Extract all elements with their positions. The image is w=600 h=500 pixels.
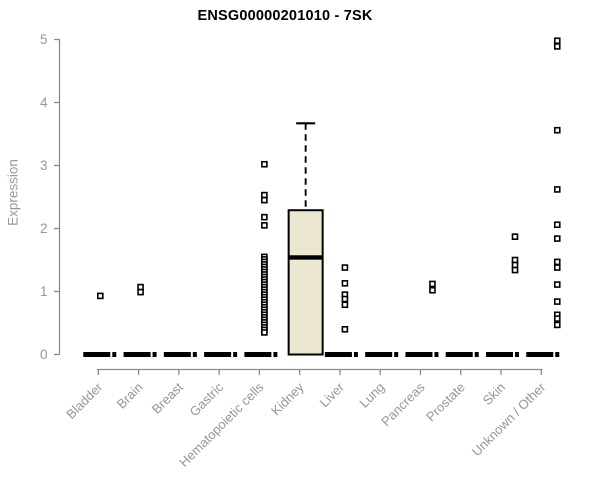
zero-median-dash <box>353 352 358 357</box>
y-tick-label: 2 <box>40 221 48 236</box>
box <box>287 209 324 356</box>
data-point <box>261 329 268 336</box>
data-point <box>553 264 561 271</box>
zero-median-dash <box>192 352 197 357</box>
zero-median-dash <box>112 352 117 357</box>
zero-median-bar <box>526 352 554 357</box>
x-tick-label: Pancreas <box>378 379 428 429</box>
zero-median-bar <box>83 352 111 357</box>
zero-median-dash <box>555 352 560 357</box>
x-tick-label: Lung <box>356 380 387 411</box>
chart-title: ENSG00000201010 - 7SK <box>197 8 373 24</box>
box-median-line <box>288 255 323 260</box>
data-point <box>97 292 104 300</box>
zero-median-bar <box>486 352 513 357</box>
data-point <box>511 266 519 274</box>
y-tick-label: 5 <box>40 32 48 47</box>
data-point <box>553 281 561 288</box>
x-tick-label: Unknown / Other <box>469 379 549 459</box>
zero-median-bar <box>163 352 191 357</box>
data-point <box>341 264 349 271</box>
x-tick-label: Liver <box>317 379 348 410</box>
data-point <box>341 301 349 309</box>
data-point <box>261 213 268 221</box>
data-point <box>261 222 268 229</box>
data-point <box>553 126 561 134</box>
data-point <box>553 315 561 322</box>
data-point <box>553 221 561 229</box>
data-point <box>553 298 561 305</box>
data-point <box>261 160 268 168</box>
zero-median-bar <box>445 352 473 357</box>
data-point <box>341 280 349 287</box>
data-point <box>261 196 268 204</box>
data-point <box>553 43 561 50</box>
data-point <box>553 321 561 329</box>
data-point <box>553 258 561 266</box>
data-point <box>553 37 561 45</box>
x-tick-label: Prostate <box>423 380 468 425</box>
data-point <box>553 186 561 193</box>
x-tick-label: Breast <box>149 379 186 416</box>
x-tick-label: Brain <box>114 380 146 412</box>
data-point <box>341 325 349 333</box>
zero-median-bar <box>204 352 232 357</box>
zero-median-dash <box>474 352 479 357</box>
y-tick-label: 4 <box>40 95 48 110</box>
zero-median-dash <box>152 352 157 357</box>
zero-median-bar <box>405 352 433 357</box>
zero-median-dash <box>515 352 519 357</box>
y-tick-label: 3 <box>40 158 48 173</box>
data-point <box>553 235 561 242</box>
data-point <box>341 295 349 303</box>
data-point <box>429 286 436 294</box>
y-tick-label: 0 <box>40 347 48 362</box>
zero-median-dash <box>394 352 399 357</box>
zero-median-dash <box>233 352 238 357</box>
zero-median-bar <box>244 352 272 357</box>
data-point <box>511 233 519 240</box>
zero-median-bar <box>123 352 151 357</box>
x-tick-label: Skin <box>480 380 508 408</box>
x-tick-label: Kidney <box>268 379 307 418</box>
y-tick-label: 1 <box>40 284 48 299</box>
x-tick-label: Bladder <box>63 379 106 422</box>
data-point <box>429 280 436 288</box>
data-point <box>137 288 144 296</box>
zero-median-bar <box>365 352 393 357</box>
zero-median-dash <box>434 352 439 357</box>
zero-median-bar <box>324 352 352 357</box>
x-tick-label: Gastric <box>187 379 227 419</box>
zero-median-dash <box>273 352 278 357</box>
